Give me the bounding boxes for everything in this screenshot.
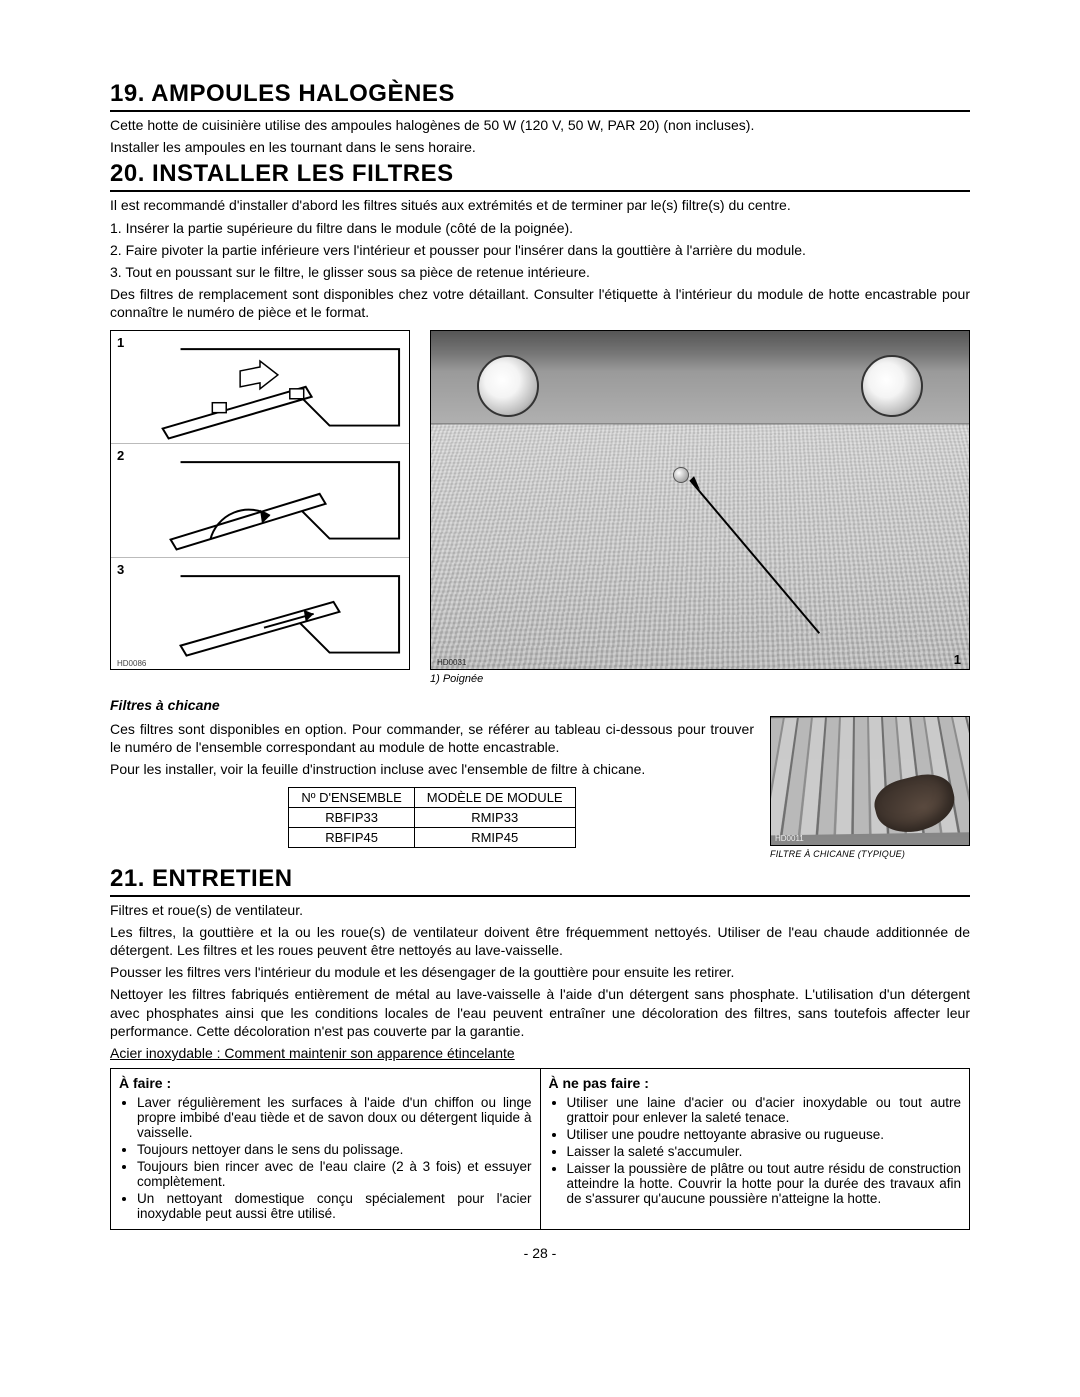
table-row: Nº D'ENSEMBLE MODÈLE DE MODULE [289,787,575,807]
chicane-p2: Pour les installer, voir la feuille d'in… [110,760,754,778]
filter-mesh [430,423,970,670]
page: 19. AMPOULES HALOGÈNES Cette hotte de cu… [0,0,1080,1286]
filter-steps-diagram: 1 2 3 HD0086 [110,330,410,670]
s20-step1: 1. Insérer la partie supérieure du filtr… [110,219,970,237]
step-1-svg [111,331,409,444]
list-item: Utiliser une laine d'acier ou d'acier in… [567,1095,962,1125]
parts-table: Nº D'ENSEMBLE MODÈLE DE MODULE RBFIP33 R… [288,787,575,848]
do-cell: À faire : Laver régulièrement les surfac… [111,1069,541,1230]
halogen-lamp-left [477,355,539,417]
s21-p3: Pousser les filtres vers l'intérieur du … [110,963,970,981]
parts-cell: RBFIP33 [289,807,414,827]
handle-knob [673,467,689,483]
chicane-photo-code: HD0011 [775,834,804,843]
chicane-photo-caption: FILTRE À CHICANE (TYPIQUE) [770,849,970,861]
photo-label-1: 1 [954,652,961,667]
diagram-step-1: 1 [111,331,409,445]
table-row: À faire : Laver régulièrement les surfac… [111,1069,970,1230]
chicane-row: Ces filtres sont disponibles en option. … [110,716,970,865]
care-table: À faire : Laver régulièrement les surfac… [110,1068,970,1230]
figure-row: 1 2 3 HD0086 [110,330,970,686]
dont-head: À ne pas faire : [549,1075,649,1091]
list-item: Un nettoyant domestique conçu spécialeme… [137,1191,532,1221]
chicane-text: Ces filtres sont disponibles en option. … [110,716,754,865]
table-row: RBFIP33 RMIP33 [289,807,575,827]
do-list: Laver régulièrement les surfaces à l'aid… [119,1095,532,1221]
parts-cell: RMIP33 [414,807,575,827]
halogen-lamp-right [861,355,923,417]
section-21-title: 21. ENTRETIEN [110,865,970,897]
list-item: Toujours nettoyer dans le sens du poliss… [137,1142,532,1157]
chicane-p1: Ces filtres sont disponibles en option. … [110,720,754,756]
parts-cell: RBFIP45 [289,827,414,847]
parts-head-2: MODÈLE DE MODULE [414,787,575,807]
s21-p1: Filtres et roue(s) de ventilateur. [110,901,970,919]
list-item: Laver régulièrement les surfaces à l'aid… [137,1095,532,1140]
step-2-number: 2 [117,448,124,463]
s20-step3: 3. Tout en poussant sur le filtre, le gl… [110,263,970,281]
s19-p1: Cette hotte de cuisinière utilise des am… [110,116,970,134]
parts-cell: RMIP45 [414,827,575,847]
section-20-title: 20. INSTALLER LES FILTRES [110,160,970,192]
diagram-step-3: 3 HD0086 [111,558,409,671]
diagram-code: HD0086 [117,659,146,668]
page-number: - 28 - [110,1244,970,1262]
dont-cell: À ne pas faire : Utiliser une laine d'ac… [540,1069,970,1230]
step-1-number: 1 [117,335,124,350]
dont-list: Utiliser une laine d'acier ou d'acier in… [549,1095,962,1206]
parts-head-1: Nº D'ENSEMBLE [289,787,414,807]
chicane-photo: HD0011 [770,716,970,846]
step-2-svg [111,444,409,557]
table-row: RBFIP45 RMIP45 [289,827,575,847]
photo-code: HD0031 [437,658,466,667]
s21-p4: Nettoyer les filtres fabriqués entièreme… [110,985,970,1040]
s20-step2: 2. Faire pivoter la partie inférieure ve… [110,241,970,259]
list-item: Toujours bien rincer avec de l'eau clair… [137,1159,532,1189]
stainless-heading: Acier inoxydable : Comment maintenir son… [110,1044,970,1062]
step-3-number: 3 [117,562,124,577]
list-item: Laisser la poussière de plâtre ou tout a… [567,1161,962,1206]
s20-note: Des filtres de remplacement sont disponi… [110,285,970,321]
do-head: À faire : [119,1075,171,1091]
chicane-photo-column: HD0011 FILTRE À CHICANE (TYPIQUE) [770,716,970,865]
s21-p2: Les filtres, la gouttière et la ou les r… [110,923,970,959]
diagram-step-2: 2 [111,444,409,558]
chicane-subhead: Filtres à chicane [110,696,970,714]
filter-photo: HD0031 1 [430,330,970,670]
stainless-heading-text: Acier inoxydable : Comment maintenir son… [110,1045,515,1061]
s19-p2: Installer les ampoules en les tournant d… [110,138,970,156]
step-3-svg [111,558,409,671]
list-item: Utiliser une poudre nettoyante abrasive … [567,1127,962,1142]
photo-caption: 1) Poignée [430,672,970,686]
list-item: Laisser la saleté s'accumuler. [567,1144,962,1159]
s20-intro: Il est recommandé d'installer d'abord le… [110,196,970,214]
section-19-title: 19. AMPOULES HALOGÈNES [110,80,970,112]
photo-column: HD0031 1 1) Poignée [430,330,970,686]
